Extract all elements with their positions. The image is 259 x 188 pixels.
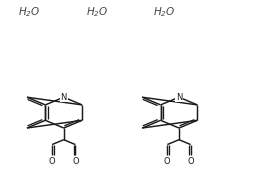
- Text: $\mathregular{H_2O}$: $\mathregular{H_2O}$: [18, 5, 41, 19]
- Text: N: N: [61, 93, 67, 102]
- Text: N: N: [176, 93, 182, 102]
- Text: $\mathregular{H_2O}$: $\mathregular{H_2O}$: [153, 5, 176, 19]
- Text: O: O: [164, 157, 171, 166]
- Text: O: O: [187, 157, 194, 166]
- Text: O: O: [72, 157, 79, 166]
- Text: O: O: [49, 157, 55, 166]
- Text: $\mathregular{H_2O}$: $\mathregular{H_2O}$: [86, 5, 109, 19]
